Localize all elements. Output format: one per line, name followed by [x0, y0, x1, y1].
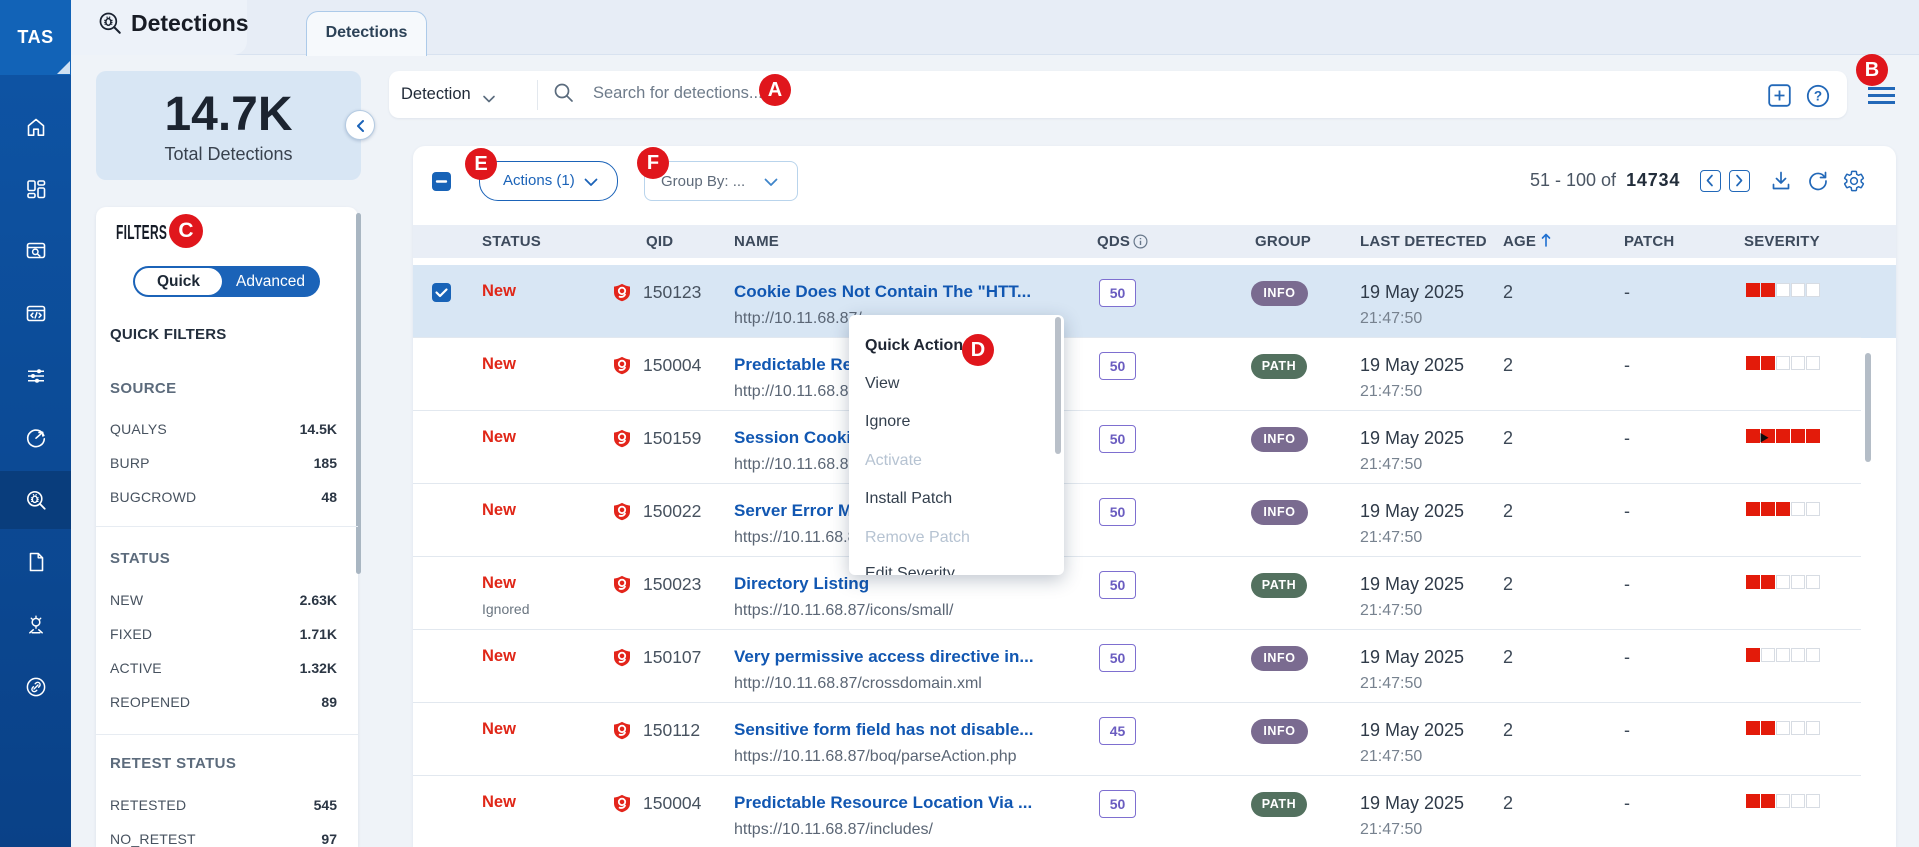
svg-text:?: ? [1814, 89, 1822, 104]
